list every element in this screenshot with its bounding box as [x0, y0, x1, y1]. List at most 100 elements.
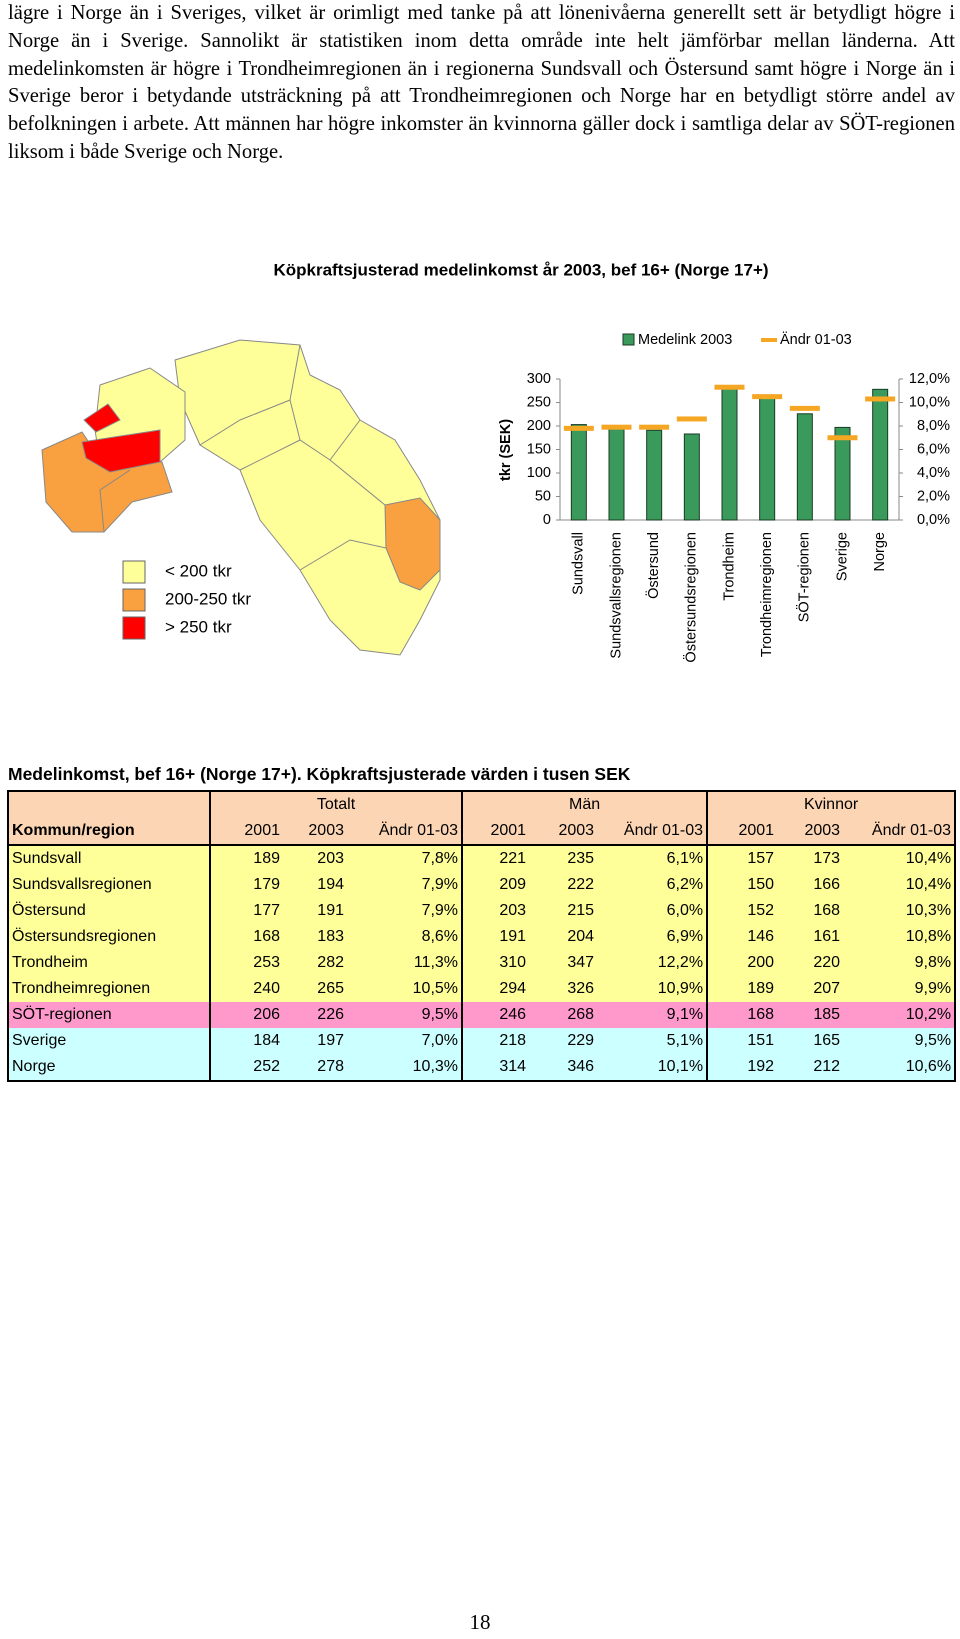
y-axis-label: tkr (SEK) [498, 419, 514, 481]
table-cell: 189 [747, 980, 775, 997]
table-cell: 209 [499, 876, 527, 893]
table-cell: 7,8% [347, 845, 464, 872]
table-cell: 173 [813, 850, 841, 867]
map-legend-swatch [122, 616, 146, 640]
y-tick-label: 150 [527, 441, 551, 457]
table-cell: 9,9% [843, 976, 957, 1002]
table-cell: 165 [813, 1032, 841, 1049]
change-marker [827, 435, 858, 441]
table-cell: 166 [813, 876, 841, 893]
table-cell: 346 [567, 1058, 595, 1075]
y2-tick-label: 8,0% [917, 418, 950, 434]
table-cell: 9,5% [347, 1002, 464, 1028]
table-row: Sundsvallsregionen 179 194 7,9% 209 222 6,2% 15… [8, 872, 957, 898]
bar [759, 394, 776, 521]
table-cell: Sundsvallsregionen [8, 872, 211, 898]
table-row: Norge 252 278 10,3% 314 346 10,1% 192 212 10,6% [8, 1054, 957, 1081]
table-cell: 150 [747, 876, 775, 893]
map-legend-label: < 200 tkr [165, 561, 232, 580]
table-cell: 191 [499, 928, 527, 945]
table-cell: Sundsvall [8, 845, 211, 872]
group-header: Män [462, 791, 709, 818]
y-tick-label: 50 [535, 488, 551, 504]
y-tick-label: 0 [543, 512, 551, 528]
figure: Köpkraftsjusterad medelinkomst år 2003, … [41, 260, 950, 663]
table-cell: 10,1% [597, 1054, 709, 1081]
change-marker [789, 405, 820, 411]
table-cell: 221 [499, 850, 527, 867]
table-cell: 197 [317, 1032, 344, 1049]
table-cell: Trondheim [8, 950, 211, 976]
table-cell: 252 [253, 1058, 280, 1075]
table-cell: 11,3% [347, 950, 464, 976]
bar [834, 426, 851, 521]
table-row: Östersundsregionen 168 183 8,6% 191 204 6,9% 14… [8, 924, 957, 950]
y2-tick-label: 12,0% [909, 371, 950, 387]
table-cell: 168 [747, 1006, 775, 1023]
table-cell: 6,2% [597, 872, 709, 898]
table-title: Medelinkomst, bef 16+ (Norge 17+). Köpkr… [8, 764, 631, 784]
table-cell: 10,4% [843, 845, 957, 872]
table-cell: 12,2% [597, 950, 709, 976]
bar [646, 429, 663, 521]
table-cell: 203 [499, 902, 527, 919]
table-cell: 7,9% [347, 898, 464, 924]
table-cell: 7,9% [347, 872, 464, 898]
table-cell: 7,0% [347, 1028, 464, 1054]
y2-tick-label: 6,0% [917, 441, 950, 457]
table-cell: SÖT-regionen [8, 1002, 211, 1028]
y2-tick-label: 2,0% [917, 488, 950, 504]
table-cell: 310 [499, 954, 527, 971]
table-cell: 10,8% [843, 924, 957, 950]
map-legend-label: 200-250 tkr [165, 589, 251, 608]
table-cell: 207 [813, 980, 841, 997]
body-text: lägre i Norge än i Sveriges, vilket är o… [8, 2, 955, 163]
table-row: Sverige 184 197 7,0% 218 229 5,1% 151 165 9,5% [8, 1028, 957, 1054]
bar [721, 386, 738, 521]
table-cell: 183 [317, 928, 344, 945]
x-tick-label: Trondheimregionen [759, 532, 775, 657]
table-cell: 226 [317, 1006, 344, 1023]
header-cell [8, 791, 211, 818]
y-tick-label: 300 [527, 371, 551, 387]
table-cell: 5,1% [597, 1028, 709, 1054]
bar [796, 413, 813, 521]
table-cell: 10,2% [843, 1002, 957, 1028]
table-cell: 10,3% [843, 898, 957, 924]
group-header: Totalt [210, 791, 464, 818]
table-cell: 185 [813, 1006, 841, 1023]
y2-tick-label: 10,0% [909, 394, 950, 410]
table-cell: 6,9% [597, 924, 709, 950]
x-tick-label: Trondheim [721, 532, 737, 601]
change-marker [601, 424, 632, 430]
change-marker [676, 416, 707, 422]
change-marker [639, 424, 670, 430]
table-cell: 151 [747, 1032, 775, 1049]
column-header: 2001 [244, 822, 280, 839]
table-row: Sundsvall 189 203 7,8% 221 235 6,1% 157 173 10,4% [8, 845, 957, 872]
table-cell: 146 [747, 928, 775, 945]
table-cell: 222 [567, 876, 595, 893]
table-cell: 229 [567, 1032, 595, 1049]
table-cell: 235 [567, 850, 595, 867]
column-header: Kommun/region [8, 818, 211, 845]
table-cell: 9,8% [843, 950, 957, 976]
group-header: Kvinnor [707, 791, 957, 818]
map-legend-label: > 250 tkr [165, 617, 232, 636]
table-cell: 220 [813, 954, 841, 971]
table-cell: 206 [253, 1006, 280, 1023]
table-cell: 200 [747, 954, 775, 971]
legend-swatch [761, 338, 777, 342]
table-cell: 9,5% [843, 1028, 957, 1054]
table-cell: 152 [747, 902, 775, 919]
table-cell: 177 [253, 902, 280, 919]
table-cell: 179 [253, 876, 280, 893]
x-tick-label: Sverige [834, 532, 850, 581]
bar [683, 433, 700, 521]
table-cell: 192 [747, 1058, 775, 1075]
table-cell: 168 [253, 928, 280, 945]
x-tick-label: Östersundsregionen [682, 532, 700, 663]
table-cell: 10,4% [843, 872, 957, 898]
column-header: 2003 [308, 822, 344, 839]
